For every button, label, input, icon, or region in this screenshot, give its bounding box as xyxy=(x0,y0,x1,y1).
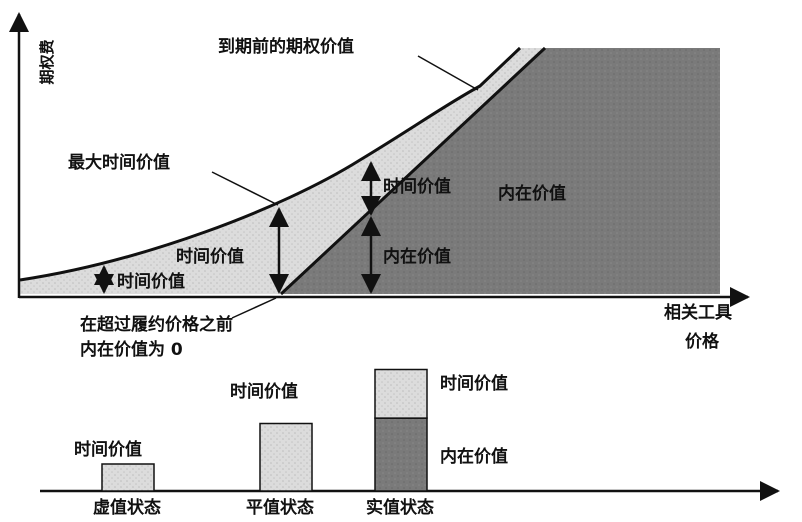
left-time-value-label: 时间价值 xyxy=(117,271,185,292)
mid-time-value-label: 时间价值 xyxy=(176,246,244,267)
x-axis-label-line1: 相关工具 xyxy=(664,302,732,323)
curve-label-leader xyxy=(417,55,479,91)
strike-note-line2: 内在价值为 0 xyxy=(80,339,183,360)
intrinsic-value-region xyxy=(281,48,720,294)
region-intrinsic-label: 内在价值 xyxy=(498,183,566,204)
state-label-atm: 平值状态 xyxy=(246,497,314,518)
y-axis-label: 期权费 xyxy=(38,39,56,84)
right-time-value-label: 时间价值 xyxy=(383,176,451,197)
strike-note-line1: 在超过履约价格之前 xyxy=(80,314,233,335)
state-bars xyxy=(101,368,428,492)
bar-1-time-segment xyxy=(101,463,155,492)
max-time-value-label: 最大时间价值 xyxy=(68,152,170,173)
bar-1-time-label: 时间价值 xyxy=(74,439,142,460)
bar-3-intrinsic-label: 内在价值 xyxy=(440,446,508,467)
intrinsic-value-line xyxy=(279,46,547,296)
state-label-itm: 实值状态 xyxy=(366,497,434,518)
max-time-label-leader xyxy=(211,171,279,206)
bar-2-time-segment xyxy=(259,422,313,492)
bar-3-time-segment xyxy=(374,368,428,419)
strike-note-leader xyxy=(231,297,277,319)
curve-label: 到期前的期权价值 xyxy=(218,36,354,57)
right-intrinsic-label: 内在价值 xyxy=(383,246,451,267)
state-label-otm: 虚值状态 xyxy=(93,497,161,518)
option-value-curve xyxy=(19,46,522,282)
bar-3-time-label: 时间价值 xyxy=(440,373,508,394)
bar-3-intrinsic-segment xyxy=(374,417,428,492)
x-axis-label-line2: 价格 xyxy=(685,331,720,352)
bar-2-time-label: 时间价值 xyxy=(230,381,298,402)
